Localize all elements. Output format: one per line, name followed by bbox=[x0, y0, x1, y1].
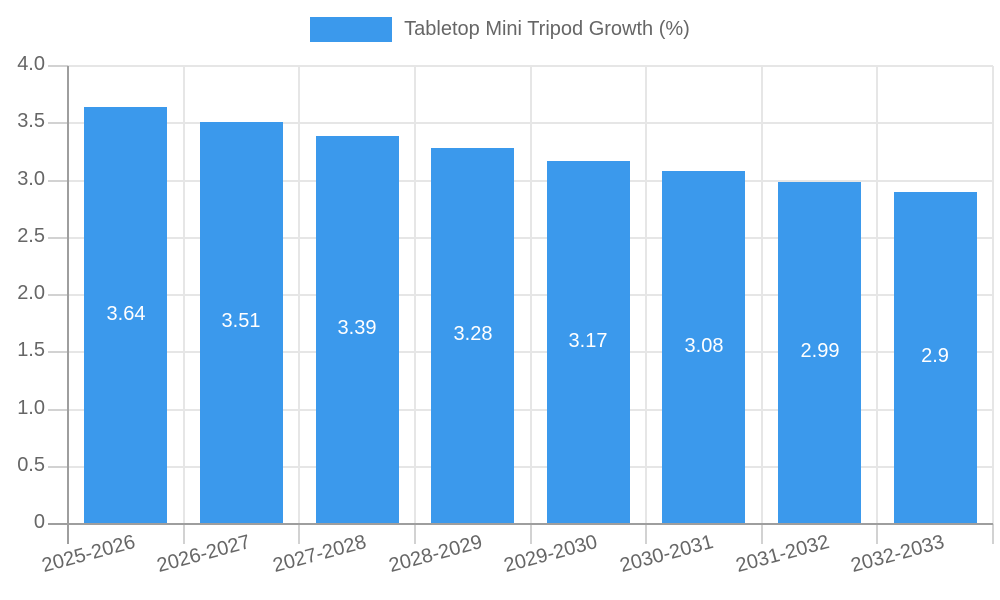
x-gridline bbox=[298, 66, 300, 524]
bar-value-label: 2.99 bbox=[800, 340, 840, 362]
bar[interactable] bbox=[200, 122, 283, 524]
y-tick-label: 1.5 bbox=[17, 339, 45, 361]
x-tick bbox=[414, 524, 416, 544]
x-gridline bbox=[992, 66, 994, 524]
x-gridline bbox=[414, 66, 416, 524]
chart-legend[interactable]: Tabletop Mini Tripod Growth (%) bbox=[0, 17, 1000, 42]
y-tick bbox=[48, 180, 68, 182]
x-tick bbox=[298, 524, 300, 544]
bar[interactable] bbox=[316, 136, 399, 524]
bar-value-label: 2.9 bbox=[921, 345, 949, 367]
bar-value-label: 3.39 bbox=[337, 317, 377, 339]
y-tick bbox=[48, 237, 68, 239]
y-tick-label: 2.0 bbox=[17, 282, 45, 304]
x-tick bbox=[645, 524, 647, 544]
x-tick bbox=[876, 524, 878, 544]
x-gridline bbox=[183, 66, 185, 524]
y-tick bbox=[48, 294, 68, 296]
y-tick-label: 2.5 bbox=[17, 225, 45, 247]
y-tick-label: 3.0 bbox=[17, 168, 45, 190]
y-tick bbox=[48, 351, 68, 353]
x-gridline bbox=[530, 66, 532, 524]
y-tick bbox=[48, 409, 68, 411]
bar-value-label: 3.28 bbox=[453, 323, 493, 345]
y-tick-label: 3.5 bbox=[17, 110, 45, 132]
bar-value-label: 3.17 bbox=[568, 330, 608, 352]
y-tick bbox=[48, 122, 68, 124]
bar[interactable] bbox=[547, 161, 630, 524]
bar-value-label: 3.08 bbox=[684, 335, 724, 357]
y-axis-line bbox=[67, 66, 69, 524]
bar-value-label: 3.51 bbox=[221, 310, 261, 332]
bar-value-label: 3.64 bbox=[106, 303, 146, 325]
x-gridline bbox=[761, 66, 763, 524]
x-tick bbox=[67, 524, 69, 544]
x-tick bbox=[761, 524, 763, 544]
legend-label: Tabletop Mini Tripod Growth (%) bbox=[404, 18, 690, 40]
bar[interactable] bbox=[662, 171, 745, 524]
x-tick bbox=[992, 524, 994, 544]
x-axis-line bbox=[68, 523, 993, 525]
bar[interactable] bbox=[84, 107, 167, 524]
y-tick-label: 0 bbox=[33, 511, 45, 533]
x-tick bbox=[183, 524, 185, 544]
y-tick-label: 1.0 bbox=[17, 397, 45, 419]
x-tick bbox=[530, 524, 532, 544]
y-tick bbox=[48, 466, 68, 468]
y-tick-label: 4.0 bbox=[17, 53, 45, 75]
bar[interactable] bbox=[894, 192, 977, 524]
bar[interactable] bbox=[778, 182, 861, 524]
y-tick-label: 0.5 bbox=[17, 454, 45, 476]
legend-swatch bbox=[310, 17, 393, 42]
x-gridline bbox=[876, 66, 878, 524]
x-gridline bbox=[645, 66, 647, 524]
y-tick bbox=[48, 523, 68, 525]
y-tick bbox=[48, 65, 68, 67]
bar[interactable] bbox=[431, 148, 514, 524]
